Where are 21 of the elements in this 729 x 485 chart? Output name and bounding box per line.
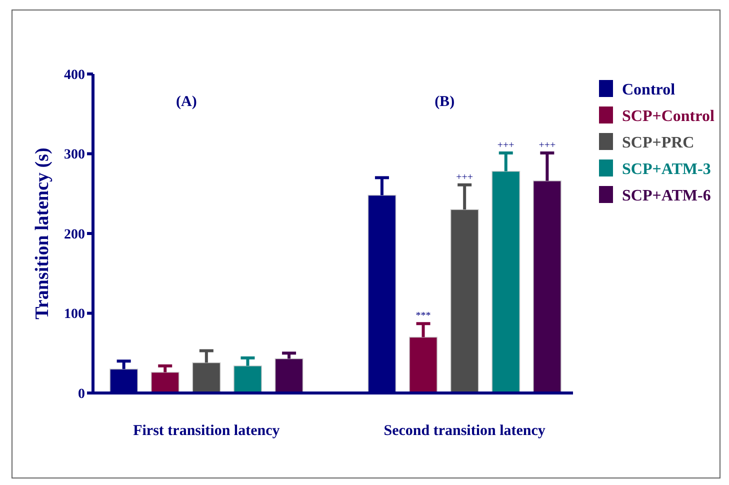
legend-label: Control [622, 82, 676, 99]
bar [274, 358, 304, 394]
annotation: +++ [497, 140, 515, 151]
x-tick-label: First transition latency [133, 423, 280, 439]
annotation: *** [416, 310, 431, 322]
annotation: (B) [434, 94, 455, 110]
annotation: +++ [538, 140, 556, 151]
bar [150, 372, 180, 394]
y-tick-label: 100 [64, 307, 85, 322]
x-tick-label: Second transition latency [384, 423, 546, 439]
y-tick-label: 300 [64, 148, 85, 163]
y-tick-label: 400 [64, 68, 85, 83]
legend-label: SCP+PRC [622, 134, 694, 152]
y-tick-label: 0 [78, 386, 85, 402]
legend-label: SCP+ATM-6 [622, 188, 711, 205]
annotation: (A) [176, 94, 197, 110]
y-axis-title: Transition latency (s) [32, 148, 53, 320]
y-tick-label: 200 [64, 227, 85, 242]
legend-label: SCP+Control [622, 108, 715, 126]
annotation: +++ [456, 172, 474, 183]
legend-label: SCP+ATM-3 [622, 161, 711, 178]
